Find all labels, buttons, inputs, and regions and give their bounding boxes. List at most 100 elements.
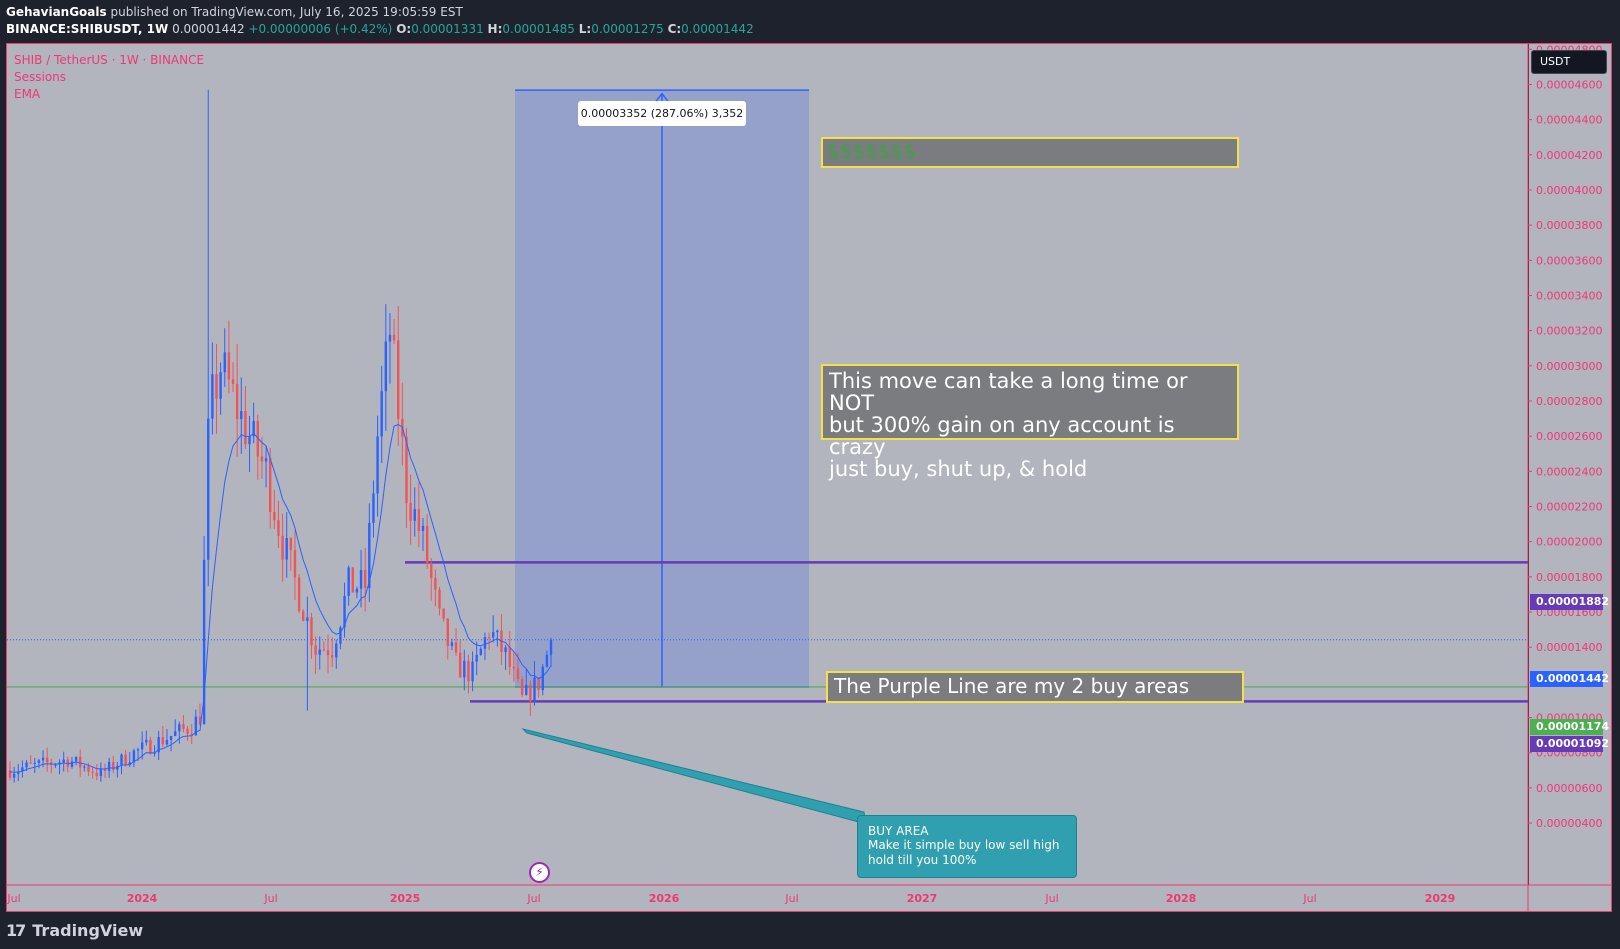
candle-body — [450, 642, 454, 646]
candle-body — [504, 647, 507, 653]
candle-body — [475, 654, 478, 662]
time-tick-label: Jul — [263, 892, 277, 905]
brand-name: TradingView — [32, 921, 144, 940]
candle-body — [434, 577, 437, 590]
note-move-line-1: This move can take a long time or NOT — [829, 369, 1188, 416]
candle-body — [285, 537, 288, 560]
open-value: 0.00001331 — [411, 22, 484, 36]
candle-body — [45, 757, 49, 763]
candle-body — [54, 764, 57, 766]
candle-body — [240, 411, 243, 419]
candle-body — [380, 391, 383, 437]
candle-body — [41, 757, 45, 761]
plot-area — [7, 44, 1528, 885]
candle-body — [103, 768, 107, 771]
candle-body — [541, 666, 544, 691]
candle-body — [264, 458, 268, 462]
note-dollars[interactable]: $$$$$$$ — [821, 137, 1239, 168]
candle-body — [244, 411, 247, 445]
candle-body — [463, 660, 466, 678]
legend-symbol[interactable]: SHIB / TetherUS · 1W · BINANCE — [14, 53, 205, 67]
candle-body — [37, 760, 41, 763]
candle-body — [297, 577, 301, 612]
candle-body — [87, 766, 90, 772]
candle-body — [421, 525, 425, 531]
lightning-icon[interactable]: ⚡ — [529, 862, 550, 883]
note-purple-lines[interactable]: The Purple Line are my 2 buy areas — [826, 671, 1244, 703]
note-move-line-2: but 300% gain on any account is crazy — [829, 413, 1175, 460]
buy-area-callout[interactable]: BUY AREA Make it simple buy low sell hig… — [857, 815, 1077, 878]
candle-body — [372, 493, 375, 523]
price-tick-label: 0.00003800 — [1536, 219, 1602, 232]
candle-body — [231, 379, 235, 385]
candle-body — [252, 420, 255, 437]
candle-body — [128, 762, 131, 765]
time-tick-label: 2027 — [907, 892, 938, 905]
price-tick-label: 0.00001400 — [1536, 641, 1602, 654]
last-price: 0.00001442 — [172, 22, 245, 36]
time-tick-label: Jul — [526, 892, 540, 905]
candle-body — [182, 724, 185, 729]
candle-body — [215, 374, 218, 399]
candle-body — [409, 503, 412, 521]
candle-body — [512, 666, 516, 669]
time-tick-label: 2028 — [1166, 892, 1197, 905]
time-scale-area — [7, 885, 1611, 911]
candle-body — [458, 652, 462, 678]
candle-body — [392, 334, 396, 341]
ohlc-line: BINANCE:SHIBUSDT, 1W 0.00001442 +0.00000… — [6, 22, 754, 36]
legend-ema[interactable]: EMA — [14, 87, 41, 101]
candle-body — [223, 352, 226, 373]
buy-area-line-2: hold till you 100% — [868, 852, 977, 867]
author-name[interactable]: GehavianGoals — [6, 5, 107, 19]
candle-body — [91, 771, 94, 773]
candle-body — [29, 762, 32, 764]
price-tick-label: 0.00003600 — [1536, 254, 1602, 267]
low-label: L: — [578, 22, 592, 36]
high-value: 0.00001485 — [502, 22, 575, 36]
candle-body — [368, 522, 371, 588]
candle-body — [17, 771, 20, 774]
candle-body — [62, 759, 65, 763]
candle-body — [202, 559, 206, 725]
publish-info: GehavianGoals published on TradingView.c… — [6, 5, 463, 19]
candle-body — [322, 649, 326, 651]
candle-body — [12, 773, 16, 778]
candle-body — [273, 511, 276, 521]
candle-body — [8, 770, 12, 778]
candle-body — [186, 728, 189, 734]
candle-body — [492, 632, 495, 638]
candle-body — [417, 509, 421, 531]
close-value: 0.00001442 — [681, 22, 754, 36]
candle-body — [211, 374, 214, 419]
price-tick-label: 0.00003400 — [1536, 289, 1602, 302]
note-move[interactable]: This move can take a long time or NOT bu… — [821, 364, 1239, 480]
candle-body — [157, 737, 160, 753]
candle-body — [483, 637, 487, 649]
price-tick-label: 0.00000600 — [1536, 782, 1602, 795]
candle-body — [33, 762, 36, 764]
candle-body — [438, 589, 441, 609]
candle-body — [178, 724, 181, 732]
candle-body — [99, 768, 103, 776]
candle-body — [343, 595, 346, 628]
tradingview-logo[interactable]: 17 TradingView — [6, 921, 143, 940]
price-tick-label: 0.00004000 — [1536, 184, 1602, 197]
currency-unit-button[interactable]: USDT — [1531, 50, 1607, 74]
legend-sessions[interactable]: Sessions — [14, 70, 67, 84]
time-tick-label: 2029 — [1425, 892, 1456, 905]
candle-body — [161, 737, 165, 745]
candle-body — [248, 436, 251, 445]
candle-body — [347, 567, 350, 596]
candle-body — [339, 627, 342, 644]
measure-label: 0.00003352 (287.06%) 3,352 — [578, 101, 746, 126]
candle-body — [446, 618, 449, 646]
candle-body — [545, 654, 549, 667]
time-tick-label: Jul — [6, 892, 20, 905]
candle-body — [529, 684, 532, 702]
candle-body — [359, 569, 363, 589]
candle-body — [326, 650, 330, 656]
time-tick-label: 2026 — [649, 892, 680, 905]
publish-text: published on TradingView.com, July 16, 2… — [110, 5, 463, 19]
